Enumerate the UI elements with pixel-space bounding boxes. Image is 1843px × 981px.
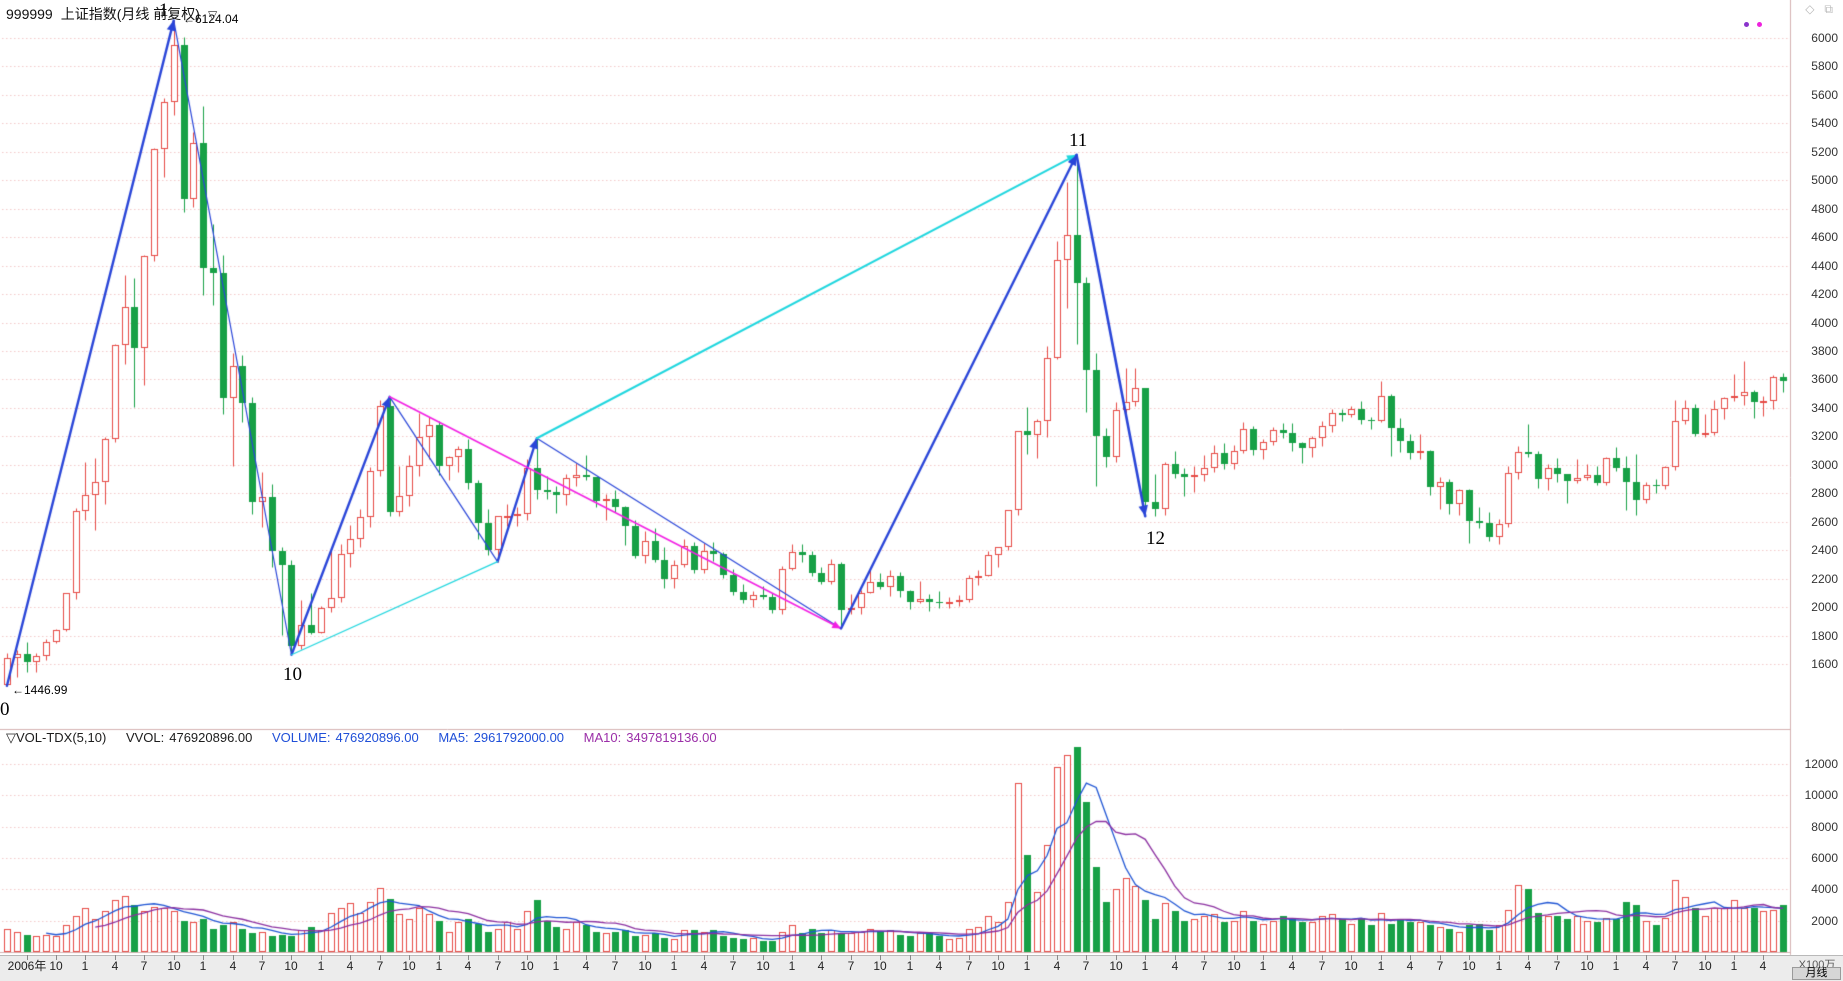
ma10-label: MA10: <box>583 730 622 745</box>
period-selector[interactable]: 月线 <box>1792 967 1841 980</box>
indicator-name: ▽VOL-TDX(5,10) <box>6 730 107 745</box>
vvol-field: VVOL: 476920896.00 <box>126 730 252 745</box>
symbol-code: 999999 <box>6 6 53 22</box>
restore-window-icon[interactable]: ⧉ <box>1824 2 1833 16</box>
symbol-name: 上证指数(月线 前复权) <box>60 6 200 22</box>
ma5-value: 2961792000.00 <box>473 730 565 745</box>
ma10-value: 3497819136.00 <box>626 730 717 745</box>
window-controls: ◇ ⧉ <box>1805 2 1833 17</box>
title-dropdown-toggle[interactable]: ▽ <box>207 8 218 22</box>
ma5-label: MA5: <box>438 730 469 745</box>
volume-label: VOLUME: <box>272 730 331 745</box>
volume-field: VOLUME: 476920896.00 <box>272 730 419 745</box>
diamond-icon[interactable]: ◇ <box>1805 2 1815 16</box>
vvol-value: 476920896.00 <box>169 730 253 745</box>
ma5-field: MA5: 2961792000.00 <box>438 730 564 745</box>
symbol-title: 999999 上证指数(月线 前复权) ▽ <box>6 4 217 24</box>
volume-value: 476920896.00 <box>335 730 419 745</box>
vvol-label: VVOL: <box>125 730 165 745</box>
ma10-field: MA10: 3497819136.00 <box>584 730 717 745</box>
volume-indicator-header[interactable]: ▽VOL-TDX(5,10) VVOL: 476920896.00 VOLUME:… <box>6 730 717 746</box>
